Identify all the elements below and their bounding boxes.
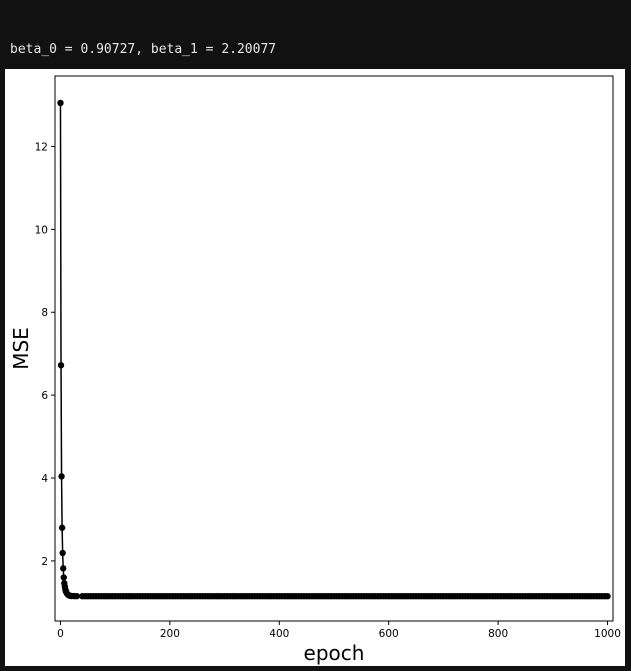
y-tick-label: 8 (41, 307, 48, 319)
y-tick-label: 12 (35, 141, 48, 153)
data-point (59, 550, 65, 556)
x-tick-label: 1000 (594, 628, 621, 640)
x-tick-label: 600 (379, 628, 399, 640)
mse-chart: 0 200 400 600 800 1000 2 4 6 8 10 12 epoch MSE (5, 69, 625, 666)
data-point (59, 525, 65, 531)
series-line (60, 103, 607, 596)
x-tick-label: 800 (488, 628, 508, 640)
beta-values-line: beta_0 = 0.90727, beta_1 = 2.20077 (10, 40, 276, 59)
data-point (57, 100, 63, 106)
y-tick-label: 2 (41, 556, 48, 568)
data-point (74, 593, 80, 599)
data-point (604, 593, 610, 599)
y-axis-label: MSE (9, 327, 33, 370)
x-tick-label: 200 (160, 628, 180, 640)
series-layer (57, 100, 610, 600)
y-tick-label: 4 (41, 473, 48, 485)
x-tick-label: 0 (57, 628, 64, 640)
ticks-layer: 0 200 400 600 800 1000 2 4 6 8 10 12 (35, 141, 621, 640)
y-tick-label: 10 (35, 224, 48, 236)
x-tick-label: 400 (269, 628, 289, 640)
data-point (58, 473, 64, 479)
y-tick-label: 6 (41, 390, 48, 402)
data-point (60, 565, 66, 571)
data-point (61, 574, 67, 580)
plot-figure: 0 200 400 600 800 1000 2 4 6 8 10 12 epoch MSE (5, 69, 625, 666)
data-point (58, 362, 64, 368)
x-axis-label: epoch (304, 641, 365, 665)
axes-box (55, 76, 613, 621)
